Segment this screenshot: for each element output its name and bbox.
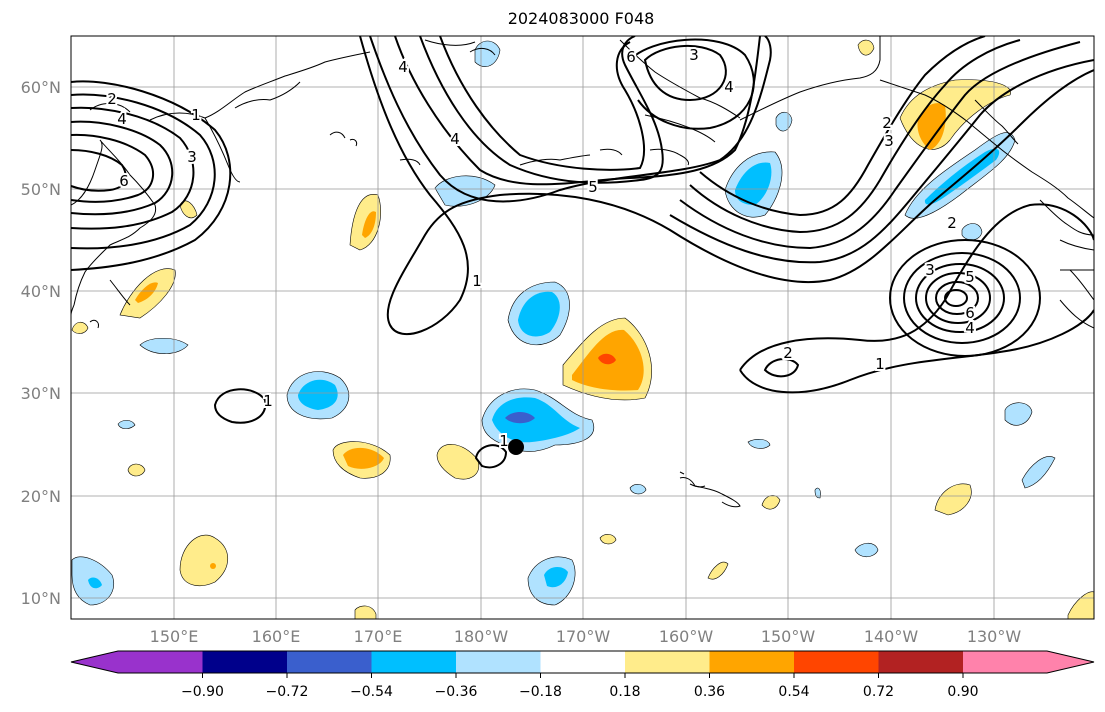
colorbar: −0.90 −0.72 −0.54 −0.36 −0.18 0.18 0.36 … <box>70 650 1095 700</box>
contour-label: 2 <box>783 344 793 362</box>
contour-label: 4 <box>724 78 734 96</box>
lon-label: 180°W <box>454 627 509 646</box>
colorbar-tick-label: −0.18 <box>519 684 562 700</box>
contour-label: 2 <box>107 90 117 108</box>
contour-label: 1 <box>191 106 201 124</box>
contour-label: 1 <box>499 432 509 450</box>
lon-label: 160°W <box>659 627 714 646</box>
map-title: 2024083000 F048 <box>507 9 655 28</box>
contour-label: 6 <box>626 48 636 66</box>
colorbar-segment <box>878 651 963 673</box>
colorbar-tick-label: 0.72 <box>863 684 894 700</box>
contour-label: 3 <box>884 132 894 150</box>
contour-label: 1 <box>875 355 885 373</box>
lon-label: 150°E <box>150 627 199 646</box>
colorbar-tick-label: 0.36 <box>694 684 725 700</box>
contour-label: 2 <box>947 214 957 232</box>
lat-label: 60°N <box>21 78 61 97</box>
colorbar-segment <box>540 651 625 673</box>
contour-label: 5 <box>588 178 598 196</box>
colorbar-tick-label: 0.90 <box>947 684 978 700</box>
contour-label: 1 <box>263 392 273 410</box>
contour-label: 2 <box>882 114 892 132</box>
contour-label: 6 <box>119 172 129 190</box>
contour-label-group: 2 4 6 1 3 4 4 5 3 4 6 2 3 1 2 3 5 6 4 2 … <box>105 44 977 452</box>
colorbar-segment <box>963 651 1047 673</box>
lat-label: 40°N <box>21 282 61 301</box>
graticule <box>71 36 1094 619</box>
contour-label: 4 <box>965 319 975 337</box>
colorbar-segment <box>456 651 541 673</box>
colorbar-extend-left <box>71 651 118 673</box>
contour-label: 3 <box>925 261 935 279</box>
colorbar-segment <box>709 651 794 673</box>
colorbar-tick-label: 0.18 <box>609 684 640 700</box>
colorbar-tick-label: −0.36 <box>435 684 478 700</box>
colorbar-tick-labels: −0.90 −0.72 −0.54 −0.36 −0.18 0.18 0.36 … <box>181 684 979 700</box>
contour-label: 4 <box>398 58 408 76</box>
longitude-labels: 150°E 160°E 170°E 180°W 170°W 160°W 150°… <box>150 627 1022 646</box>
contour-label: 1 <box>472 272 482 290</box>
lon-label: 160°E <box>252 627 301 646</box>
lat-label: 10°N <box>21 589 61 608</box>
lat-label: 20°N <box>21 487 61 506</box>
lon-label: 140°W <box>864 627 919 646</box>
contour-label: 4 <box>117 110 127 128</box>
lon-label: 130°W <box>967 627 1022 646</box>
colorbar-ticks <box>202 673 964 678</box>
contour-label: 4 <box>450 130 460 148</box>
contour-label: 5 <box>965 268 975 286</box>
contour-label: 3 <box>187 148 197 166</box>
contour-label: 3 <box>689 46 699 64</box>
map-border <box>70 35 1095 620</box>
colorbar-segment <box>118 651 203 673</box>
lon-label: 150°W <box>761 627 816 646</box>
colorbar-segment <box>287 651 372 673</box>
lat-label: 30°N <box>21 384 61 403</box>
contour-lines <box>71 36 1094 469</box>
colorbar-segment <box>794 651 879 673</box>
lon-label: 170°E <box>354 627 403 646</box>
colorbar-extend-right <box>1047 651 1094 673</box>
latitude-labels: 60°N 50°N 40°N 30°N 20°N 10°N <box>21 78 61 608</box>
coastlines <box>71 36 1094 508</box>
colorbar-outline <box>70 650 1095 674</box>
colorbar-segment <box>625 651 710 673</box>
lon-label: 170°W <box>556 627 611 646</box>
anomaly-shading <box>71 39 1094 619</box>
contour-label: 6 <box>965 304 975 322</box>
storm-position-dot <box>508 439 524 455</box>
colorbar-segment <box>202 651 287 673</box>
colorbar-segment <box>371 651 456 673</box>
colorbar-tick-label: −0.90 <box>181 684 224 700</box>
colorbar-tick-label: −0.72 <box>266 684 309 700</box>
lat-label: 50°N <box>21 180 61 199</box>
colorbar-tick-label: 0.54 <box>778 684 809 700</box>
colorbar-tick-label: −0.54 <box>350 684 393 700</box>
